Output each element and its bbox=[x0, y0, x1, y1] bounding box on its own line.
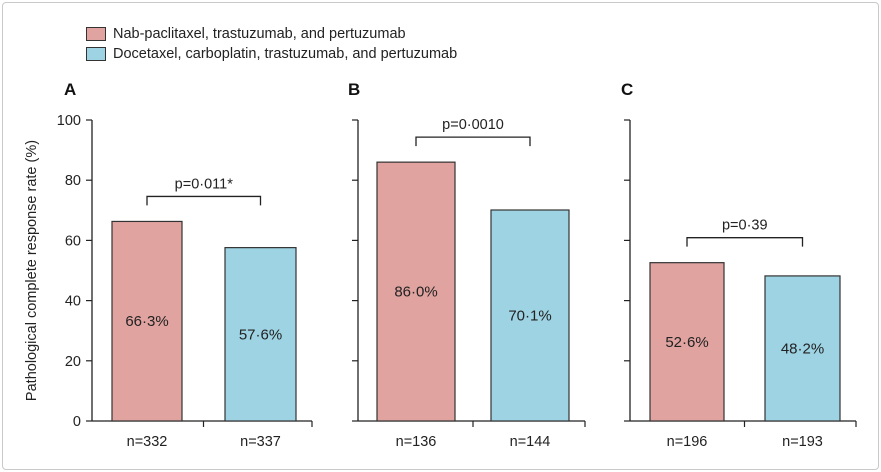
sample-size-label-c-1: n=196 bbox=[667, 434, 708, 450]
legend-swatch-nab-paclitaxel bbox=[86, 27, 106, 41]
panel-label-c: C bbox=[621, 80, 633, 99]
y-axis-title: Pathological complete response rate (%) bbox=[24, 140, 40, 401]
bar-value-label-a-1: 66·3% bbox=[125, 313, 168, 330]
bar-value-label-c-1: 52·6% bbox=[665, 334, 708, 351]
significance-bracket-b bbox=[415, 136, 531, 147]
y-tick-label-80: 80 bbox=[65, 173, 81, 189]
legend-label-docetaxel: Docetaxel, carboplatin, trastuzumab, and… bbox=[113, 46, 458, 62]
y-tick-label-40: 40 bbox=[65, 294, 81, 310]
bar-a-docetaxel bbox=[224, 247, 297, 422]
p-value-label-a: p=0·011* bbox=[175, 176, 234, 192]
bar-b-nab-paclitaxel bbox=[376, 161, 456, 422]
sample-size-label-b-2: n=144 bbox=[510, 434, 551, 450]
bar-a-nab-paclitaxel bbox=[111, 220, 183, 422]
legend-item-nab-paclitaxel: Nab-paclitaxel, trastuzumab, and pertuzu… bbox=[86, 24, 406, 44]
sample-size-label-c-2: n=193 bbox=[782, 434, 823, 450]
bar-c-nab-paclitaxel bbox=[649, 262, 725, 422]
panel-label-b: B bbox=[348, 80, 360, 99]
bar-value-label-a-2: 57·6% bbox=[239, 326, 282, 343]
legend-item-docetaxel: Docetaxel, carboplatin, trastuzumab, and… bbox=[86, 44, 457, 64]
sample-size-label-a-2: n=337 bbox=[240, 434, 281, 450]
legend-label-nab-paclitaxel: Nab-paclitaxel, trastuzumab, and pertuzu… bbox=[113, 26, 406, 42]
bar-value-label-b-1: 86·0% bbox=[394, 284, 437, 301]
panel-label-a: A bbox=[64, 80, 76, 99]
p-value-label-b: p=0·0010 bbox=[442, 117, 504, 133]
y-tick-label-100: 100 bbox=[57, 113, 81, 129]
y-tick-label-0: 0 bbox=[73, 414, 81, 430]
bar-c-docetaxel bbox=[764, 275, 841, 422]
legend-swatch-docetaxel bbox=[86, 47, 106, 61]
bar-value-label-c-2: 48·2% bbox=[781, 340, 824, 357]
significance-bracket-c bbox=[686, 237, 804, 247]
significance-bracket-a bbox=[146, 195, 262, 206]
bar-b-docetaxel bbox=[490, 209, 570, 422]
y-tick-label-20: 20 bbox=[65, 354, 81, 370]
sample-size-label-a-1: n=332 bbox=[127, 434, 168, 450]
y-tick-label-60: 60 bbox=[65, 233, 81, 249]
p-value-label-c: p=0·39 bbox=[722, 218, 768, 234]
bar-value-label-b-2: 70·1% bbox=[508, 307, 551, 324]
sample-size-label-b-1: n=136 bbox=[396, 434, 437, 450]
